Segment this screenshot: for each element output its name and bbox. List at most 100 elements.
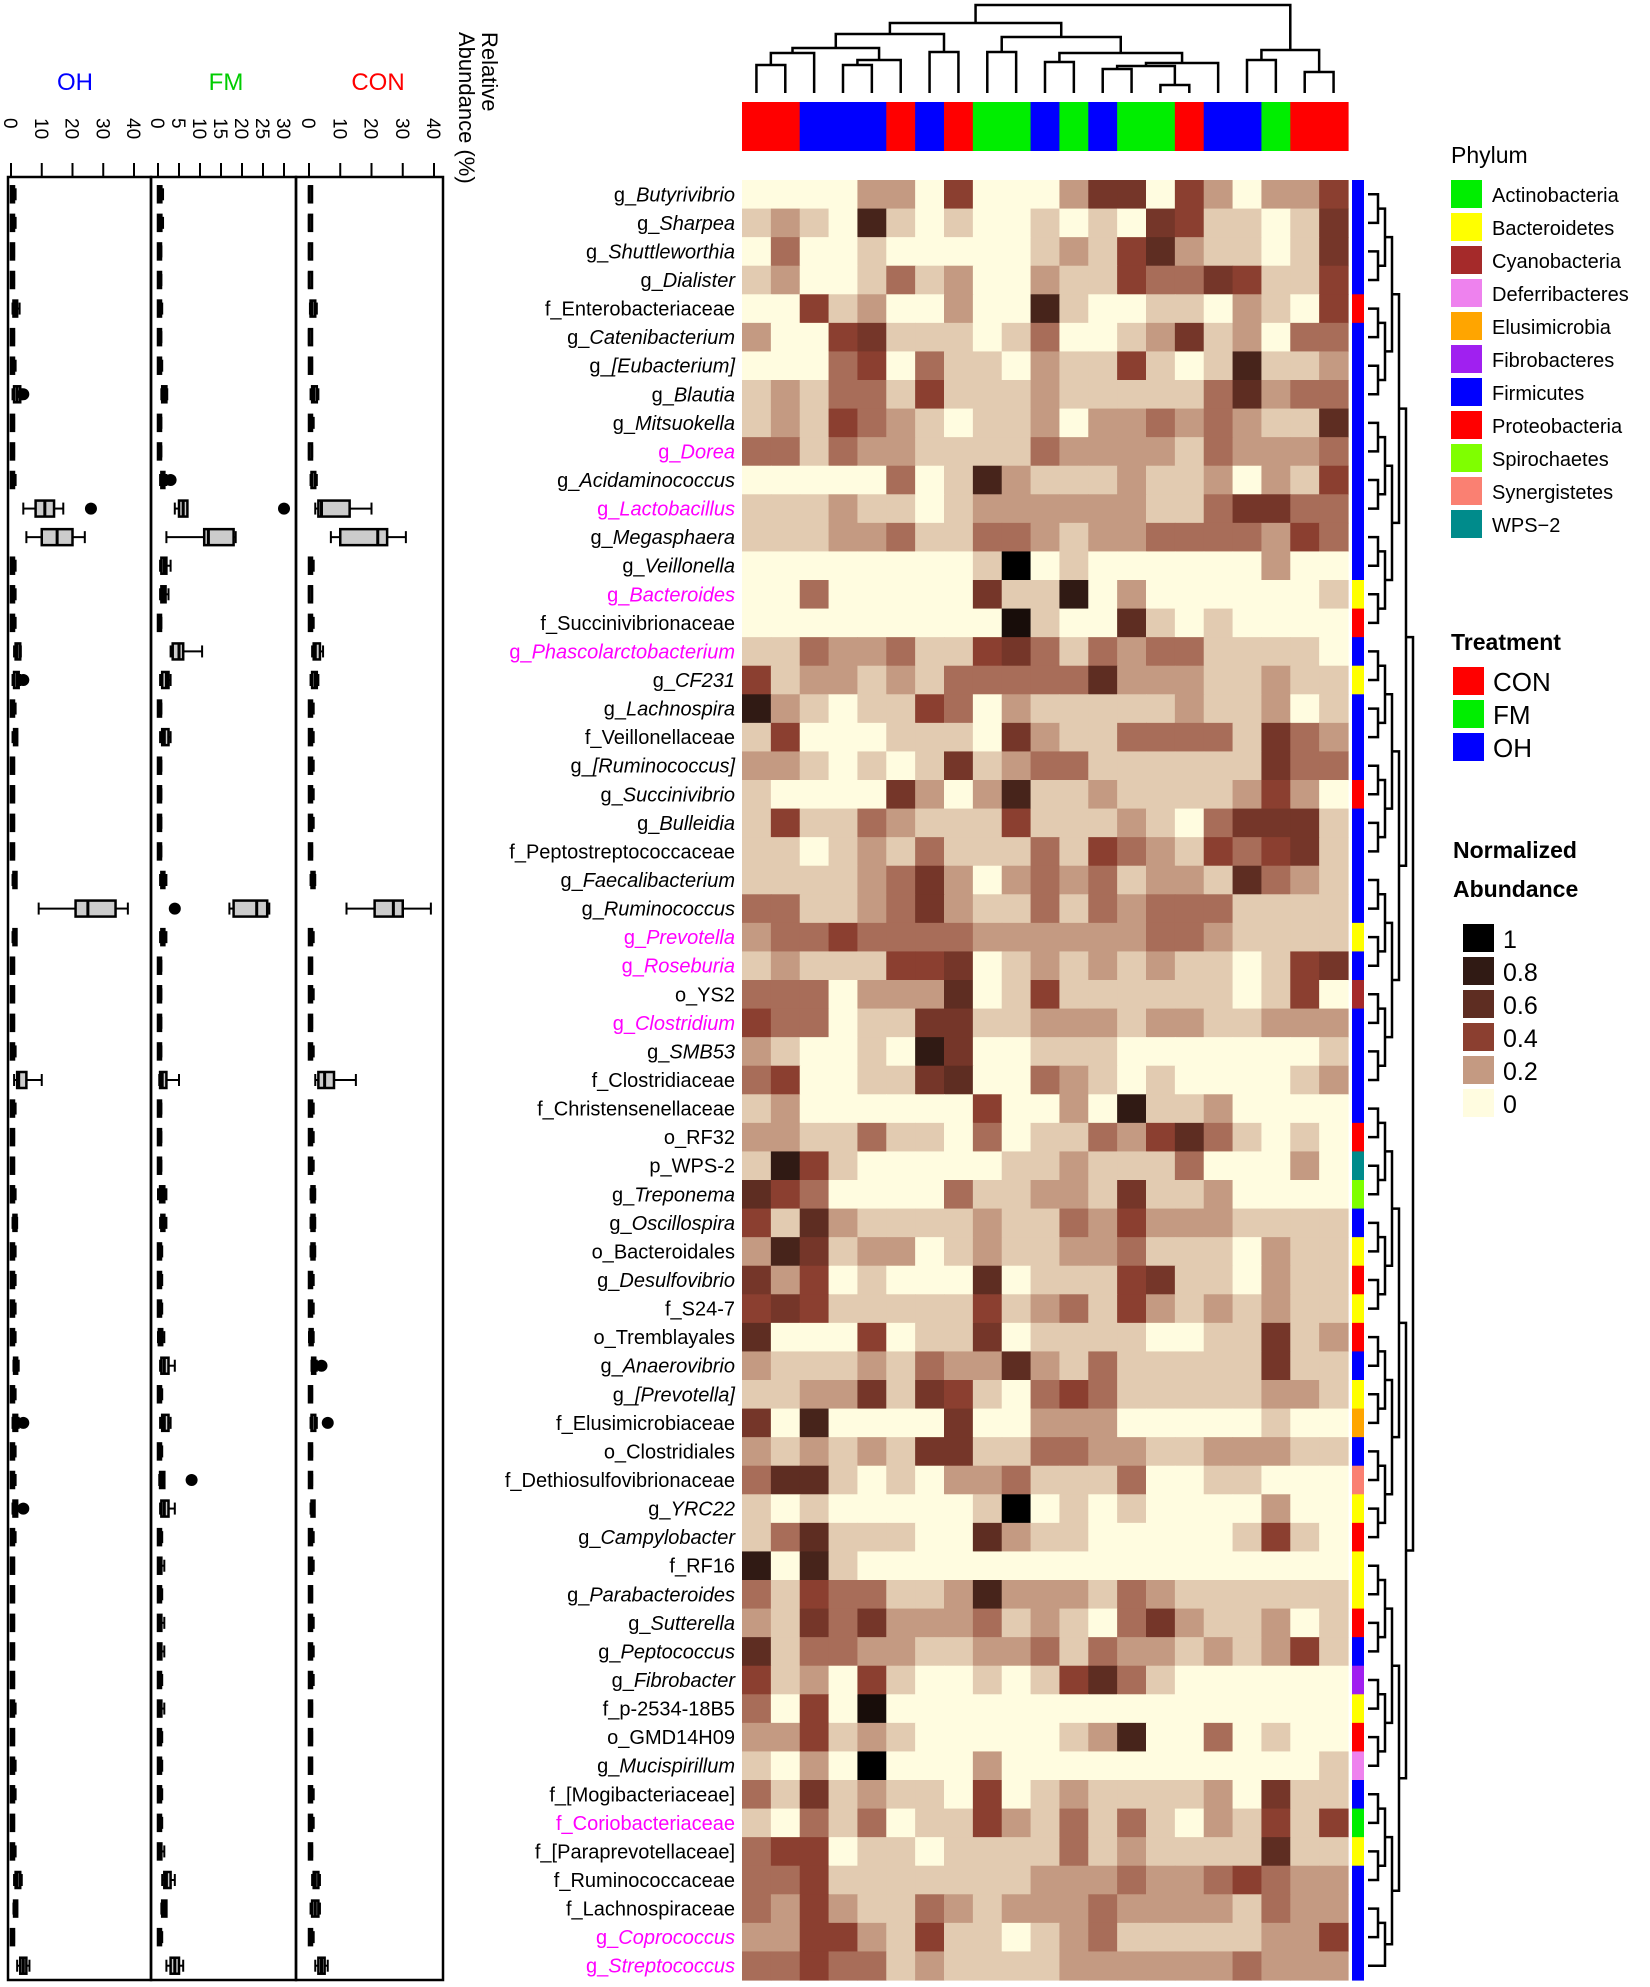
heatmap-cell	[1174, 522, 1205, 553]
row-label-prefix: g_	[590, 527, 613, 549]
heatmap-cell	[1146, 1894, 1176, 1924]
heatmap-cell	[1030, 608, 1061, 638]
heatmap-cell	[742, 437, 772, 467]
heatmap-cell	[1290, 1922, 1320, 1953]
heatmap-cell	[857, 951, 887, 981]
boxplot	[307, 185, 314, 204]
heatmap-cell	[828, 751, 859, 781]
heatmap-cell	[972, 1065, 1003, 1095]
row-label: o_GMD14H09	[607, 1727, 735, 1749]
boxplot-panel-con	[294, 175, 445, 1982]
heatmap-cell	[1030, 980, 1061, 1010]
heatmap-cell	[1001, 1094, 1032, 1124]
heatmap-cell	[770, 1437, 801, 1467]
heatmap-cell	[886, 1665, 916, 1695]
boxplot	[307, 1699, 314, 1718]
heatmap-cell	[886, 1265, 916, 1295]
heatmap-cell	[1146, 722, 1176, 753]
heatmap-cell	[1232, 922, 1263, 953]
heatmap-cell	[1174, 808, 1205, 838]
boxplot	[9, 1785, 17, 1804]
heatmap-cell	[828, 1922, 859, 1953]
boxplot	[307, 1099, 315, 1118]
heatmap-cell	[1319, 1065, 1349, 1095]
heatmap-cell	[1174, 180, 1205, 210]
heatmap-cell	[944, 980, 974, 1010]
phylum-cell	[1352, 1008, 1364, 1038]
heatmap-cell	[1088, 437, 1118, 467]
boxplot	[9, 1442, 17, 1461]
row-label: g_Desulfovibrio	[597, 1270, 735, 1292]
heatmap-cell	[1117, 951, 1147, 981]
heatmap-cell	[1174, 1780, 1205, 1810]
heatmap-cell	[1059, 1522, 1089, 1553]
dendrogram-branch	[769, 51, 816, 93]
heatmap-cell	[1319, 608, 1349, 638]
row-label-prefix: g_	[604, 699, 627, 721]
outlier-point	[168, 902, 181, 915]
heatmap-cell	[857, 1408, 887, 1438]
heatmap-cell	[944, 522, 974, 553]
row-label-name: Coprococcus	[618, 1927, 735, 1949]
heatmap-cell	[828, 1351, 859, 1381]
heatmap-cell	[770, 1608, 801, 1638]
heatmap-cell	[1030, 351, 1061, 381]
heatmap-cell	[742, 1922, 772, 1953]
heatmap-cell	[1203, 1722, 1234, 1753]
heatmap-cell	[857, 1922, 887, 1953]
heatmap-cell	[1146, 1094, 1176, 1124]
heatmap-cell	[944, 580, 974, 610]
heatmap-cell	[886, 1580, 916, 1610]
heatmap-cell	[1203, 837, 1234, 867]
heatmap-cell	[742, 465, 772, 495]
heatmap-cell	[1088, 1208, 1118, 1238]
scale-legend-label: 0	[1503, 1091, 1517, 1119]
heatmap-cell	[1319, 1380, 1349, 1410]
boxplot	[156, 756, 163, 775]
phylum-cell	[1352, 1894, 1364, 1924]
heatmap-cell	[1319, 1608, 1349, 1638]
heatmap-cell	[857, 380, 887, 410]
heatmap-cell	[1030, 1722, 1061, 1753]
phylum-cell	[1352, 580, 1364, 610]
heatmap-cell	[1290, 1294, 1320, 1324]
boxplot	[9, 1613, 16, 1633]
heatmap-cell	[770, 837, 801, 867]
row-label: f_p-2534-18B5	[603, 1699, 735, 1721]
heatmap-cell	[886, 1380, 916, 1410]
heatmap-cell	[1001, 980, 1032, 1010]
heatmap-cell	[1261, 1865, 1291, 1895]
boxplot	[307, 727, 315, 747]
row-label: f_Enterobacteriaceae	[545, 299, 735, 321]
heatmap-cell	[1290, 580, 1320, 610]
heatmap-cell	[1261, 1265, 1291, 1295]
heatmap-cell	[1174, 1608, 1205, 1638]
boxplot	[307, 1756, 314, 1775]
heatmap-cell	[742, 894, 772, 924]
heatmap-cell	[1001, 1122, 1032, 1153]
heatmap-cell	[886, 1751, 916, 1781]
heatmap-cell	[915, 580, 945, 610]
axis-tick-label: 0	[146, 118, 167, 129]
boxplot	[307, 356, 314, 375]
treatment-cell	[1001, 102, 1032, 151]
boxplot	[310, 1356, 328, 1375]
heatmap-cell	[1203, 1208, 1234, 1238]
boxplot	[156, 213, 165, 233]
heatmap-cell	[972, 922, 1003, 953]
heatmap-cell	[1117, 665, 1147, 695]
row-label-prefix: f_	[585, 727, 603, 749]
heatmap-cell	[944, 1008, 974, 1038]
heatmap-cell	[1059, 808, 1089, 838]
heatmap-cell	[886, 1837, 916, 1867]
heatmap-cell	[1059, 351, 1089, 381]
heatmap-cell	[799, 1751, 830, 1781]
heatmap-cell	[1232, 322, 1263, 353]
heatmap-cell	[1088, 465, 1118, 495]
heatmap-cell	[1146, 608, 1176, 638]
heatmap-cell	[1001, 637, 1032, 667]
row-label-prefix: g_	[607, 584, 630, 606]
heatmap-cell	[1088, 1465, 1118, 1495]
heatmap-cell	[828, 580, 859, 610]
heatmap-cell	[1146, 1637, 1176, 1667]
